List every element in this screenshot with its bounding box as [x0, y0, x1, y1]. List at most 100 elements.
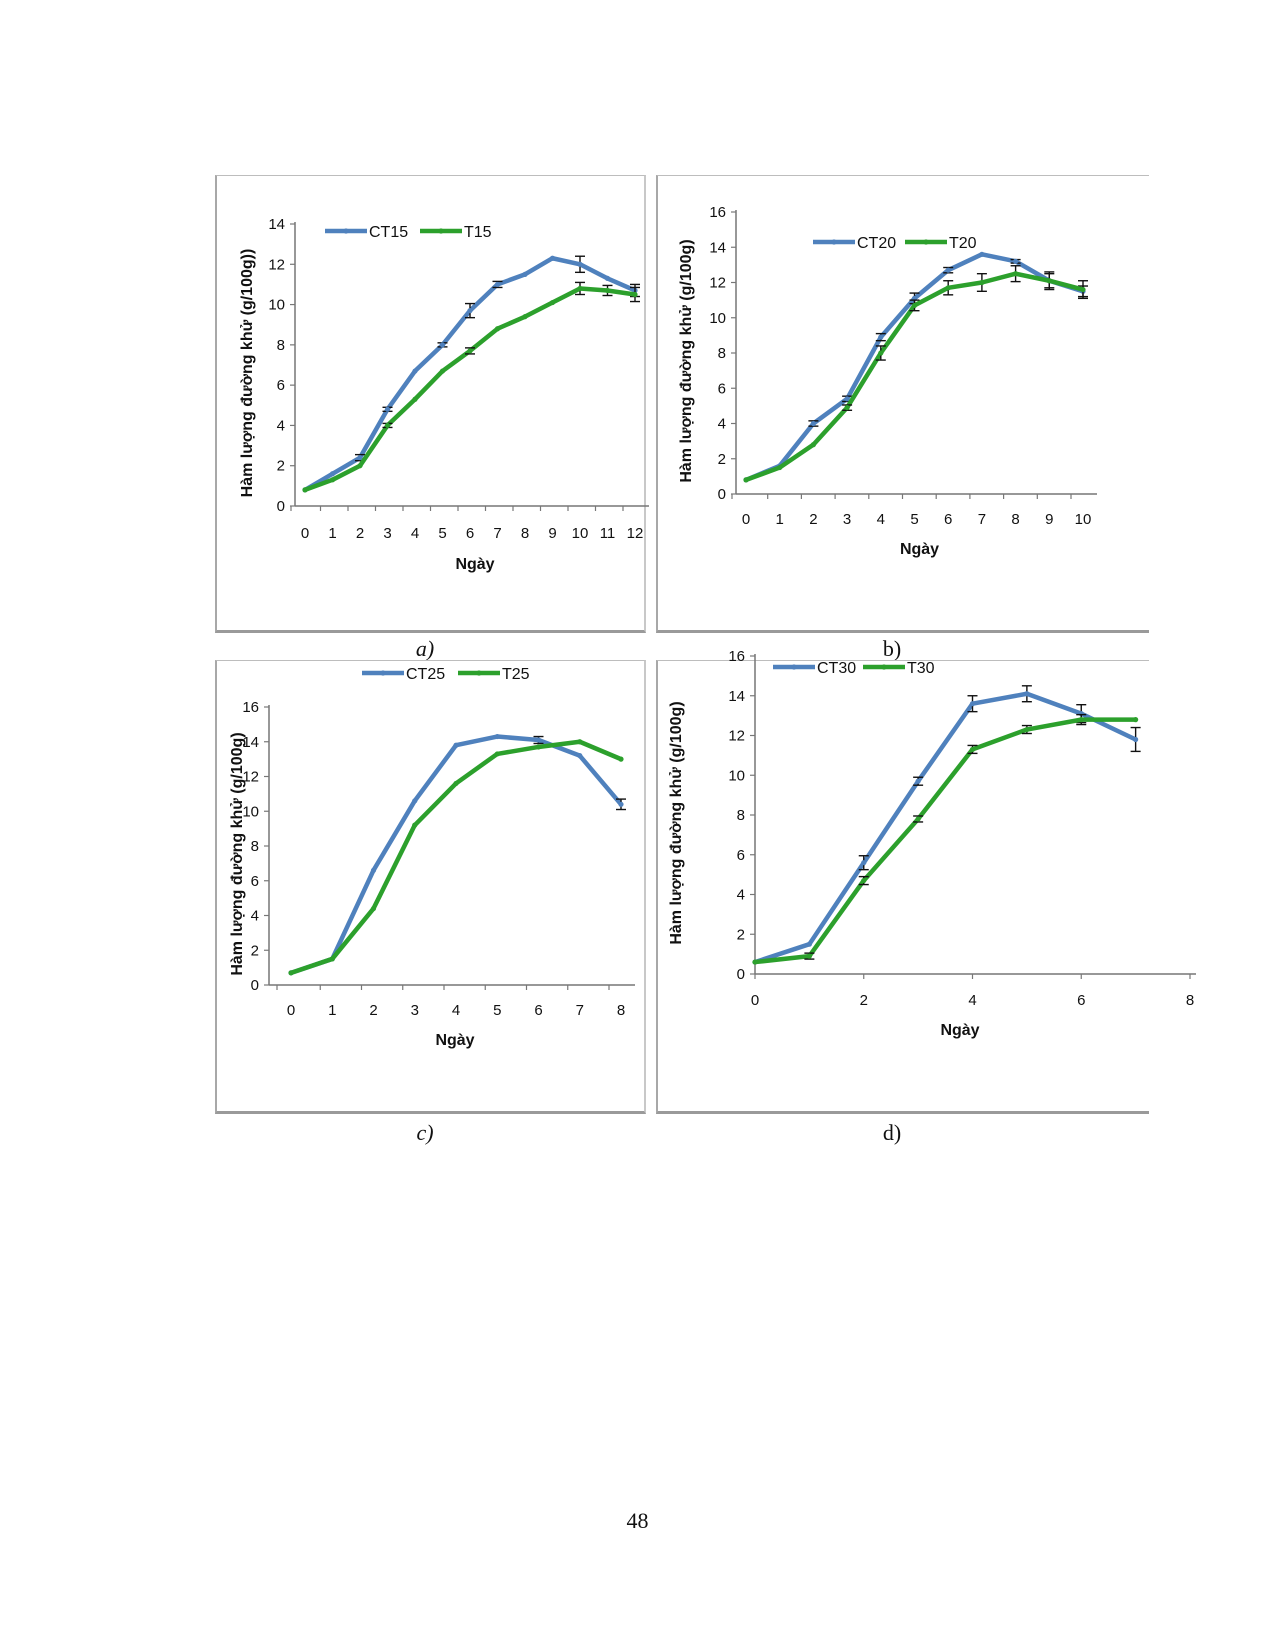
y-tick-label: 8	[251, 838, 259, 855]
y-tick-label: 10	[728, 767, 745, 784]
y-tick-label: 8	[277, 337, 285, 354]
y-tick-label: 12	[709, 275, 726, 292]
data-point-T15	[549, 299, 556, 306]
data-point-CT25	[370, 867, 377, 873]
data-point-T30	[1078, 717, 1084, 723]
x-tick-label: 10	[1075, 511, 1092, 528]
x-tick-label: 3	[383, 525, 391, 542]
chart-panel-c: 0 2 4 6 8 10 12 14 16 0 1 2 3 4 5 6 7 8 Ngày Hàm lượng đườn…	[215, 660, 646, 1114]
data-point-T20	[979, 279, 985, 286]
y-tick-label: 16	[709, 204, 726, 221]
y-axis-title: Hàm lượng đường khử (g/100g)	[678, 239, 695, 482]
data-point-CT30	[915, 778, 921, 784]
y-tick-label: 16	[242, 699, 259, 716]
y-tick-label: 0	[277, 498, 285, 515]
x-axis-title: Ngày	[900, 541, 939, 558]
y-tick-label: 4	[737, 887, 745, 904]
y-tick-label: 6	[277, 377, 285, 394]
data-point-T25	[370, 905, 377, 912]
data-point-CT20	[878, 334, 884, 340]
data-point-CT30	[969, 701, 976, 707]
data-point-T20	[810, 442, 816, 448]
chart-panel-b: 0 2 4 6 8 10 12 14 16 0 1 2 3 4 5 6 7 8 9 10 Ngày Hàm lượng đ…	[656, 175, 1149, 633]
y-tick-label: 10	[268, 297, 285, 314]
x-tick-label: 4	[452, 1002, 460, 1019]
data-point-T20	[945, 285, 951, 291]
x-tick-label: 1	[776, 511, 784, 528]
data-point-CT30	[861, 860, 867, 866]
y-tick-label: 8	[718, 345, 726, 362]
data-point-T20	[1080, 286, 1086, 293]
data-point-CT25	[577, 753, 583, 759]
x-tick-label: 8	[1186, 992, 1194, 1009]
y-tick-label: 14	[709, 239, 726, 256]
x-tick-label: 8	[1011, 511, 1019, 528]
x-tick-label: 6	[534, 1002, 542, 1019]
y-tick-label: 8	[737, 807, 745, 824]
y-tick-label: 2	[718, 451, 726, 468]
y-tick-label: 16	[728, 648, 745, 665]
x-tick-label: 5	[493, 1002, 501, 1019]
legend-marker-CT15	[343, 228, 349, 234]
data-point-T20	[1013, 271, 1019, 277]
chart-panel-a: 0 2 4 6 8 10 12 14 0 1 2 3 4 5 6 7 8 9 10 11 12 Ngày Hàm lượng…	[215, 175, 649, 633]
series-line-T30	[754, 717, 1136, 965]
data-point-T15	[494, 326, 501, 332]
data-point-CT25	[453, 742, 459, 748]
y-tick-label: 10	[242, 803, 259, 820]
data-point-CT30	[1024, 691, 1030, 697]
data-point-T25	[494, 751, 500, 757]
data-point-T15	[522, 314, 528, 320]
data-point-CT15	[549, 255, 556, 261]
data-point-CT20	[979, 251, 985, 257]
data-point-T25	[618, 756, 624, 762]
data-point-T15	[467, 348, 473, 354]
data-point-T15	[632, 291, 638, 298]
data-point-CT25	[535, 737, 542, 743]
data-point-T15	[357, 463, 363, 469]
data-point-T20	[878, 350, 884, 356]
data-point-T20	[1046, 278, 1052, 284]
data-point-CT15	[412, 368, 418, 374]
data-point-T30	[1024, 726, 1030, 733]
page-number: 48	[626, 1508, 649, 1533]
y-axis-title: Hàm lượng đường khử (g/100g))	[239, 249, 256, 498]
data-point-T25	[412, 822, 418, 828]
data-point-CT20	[844, 396, 850, 402]
data-point-T30	[806, 953, 812, 959]
caption-d: d)	[882, 1120, 902, 1145]
data-point-T20	[777, 464, 783, 471]
y-tick-label: 14	[242, 734, 259, 751]
y-tick-label: 12	[728, 728, 745, 745]
x-tick-label: 4	[411, 525, 419, 542]
y-axis-title: Hàm lượng đường khử (g/100g)	[668, 701, 685, 944]
data-point-CT15	[384, 406, 391, 412]
x-tick-label: 5	[910, 511, 918, 528]
x-tick-label: 2	[809, 511, 817, 528]
y-tick-label: 14	[728, 688, 745, 705]
legend-marker-CT25	[380, 670, 386, 676]
data-point-T20	[743, 477, 749, 483]
data-point-CT15	[577, 261, 583, 267]
data-point-T25	[329, 956, 335, 962]
x-tick-label: 6	[1077, 992, 1085, 1009]
data-point-T30	[861, 877, 867, 884]
data-point-T25	[577, 739, 583, 745]
data-point-CT20	[1013, 258, 1019, 264]
data-point-CT20	[945, 267, 951, 273]
series-line-CT25	[290, 734, 623, 975]
legend-label-T15: T15	[464, 224, 492, 241]
chart-panel-d: 0 2 4 6 8 10 12 14 16 0 2 4 6 8 Ngày Hàm lượng đường kh…	[656, 648, 1196, 1114]
x-tick-label: 9	[1045, 511, 1053, 528]
series-line-CT15	[303, 255, 636, 492]
caption-b: b)	[882, 636, 902, 661]
data-point-T15	[384, 422, 391, 429]
legend-label-T20: T20	[949, 235, 977, 252]
data-point-T15	[577, 285, 583, 292]
y-tick-label: 0	[737, 966, 745, 983]
x-axis-title: Ngày	[940, 1022, 979, 1039]
x-tick-label: 7	[978, 511, 986, 528]
x-tick-label: 10	[572, 525, 589, 542]
data-point-CT15	[357, 455, 363, 461]
